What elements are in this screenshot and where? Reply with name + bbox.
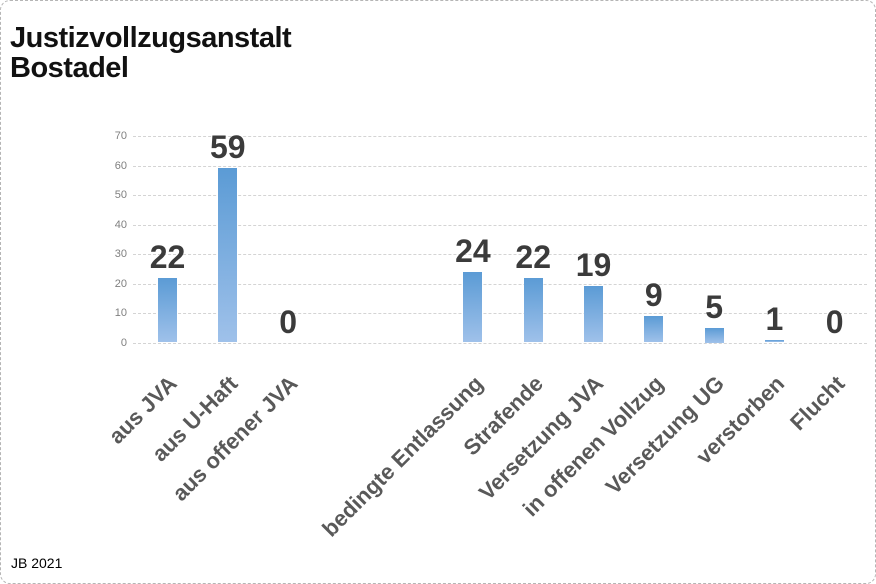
y-axis-tick-label: 20	[114, 277, 127, 290]
bar-in-offenen-vollzug[interactable]	[644, 315, 664, 343]
data-label: 19	[575, 247, 612, 284]
gridline	[133, 342, 867, 344]
y-axis-tick-label: 70	[114, 130, 127, 142]
gridline	[133, 224, 867, 226]
gridline	[133, 165, 867, 167]
data-label: 5	[705, 288, 723, 325]
y-axis-tick-label: 40	[114, 218, 127, 231]
bar-aus-u-haft[interactable]	[218, 168, 238, 343]
y-axis-tick-label: 0	[120, 336, 127, 349]
footnote: JB 2021	[11, 555, 63, 571]
chart-title: Justizvollzugsanstalt Bostadel	[10, 22, 292, 84]
y-axis-tick-label: 10	[114, 307, 127, 319]
category-label: Flucht	[784, 370, 850, 436]
gridline	[133, 313, 867, 314]
data-label: 0	[825, 303, 844, 340]
y-axis-tick-label: 50	[114, 189, 127, 201]
bar-versetzung-jva[interactable]	[584, 286, 603, 343]
gridline	[133, 195, 867, 196]
bar-versetzung-ug[interactable]	[704, 327, 724, 343]
y-axis-tick-label: 30	[114, 248, 127, 260]
data-label: 9	[644, 276, 663, 313]
gridline	[133, 136, 867, 137]
category-label: bedingte Entlassung	[316, 370, 488, 542]
data-label: 22	[515, 238, 551, 275]
data-label: 22	[149, 238, 186, 275]
bar-strafende[interactable]	[523, 277, 543, 343]
bar-aus-jva[interactable]	[158, 277, 177, 343]
gridline	[133, 254, 867, 255]
data-label: 0	[279, 303, 297, 340]
bar-bedingte-entlassung[interactable]	[463, 271, 483, 343]
gridline	[133, 283, 867, 285]
bar-verstorben[interactable]	[764, 339, 784, 343]
y-axis-tick-label: 60	[114, 159, 127, 172]
data-label: 1	[765, 300, 784, 337]
data-label: 24	[455, 232, 491, 269]
data-label: 59	[210, 129, 246, 166]
